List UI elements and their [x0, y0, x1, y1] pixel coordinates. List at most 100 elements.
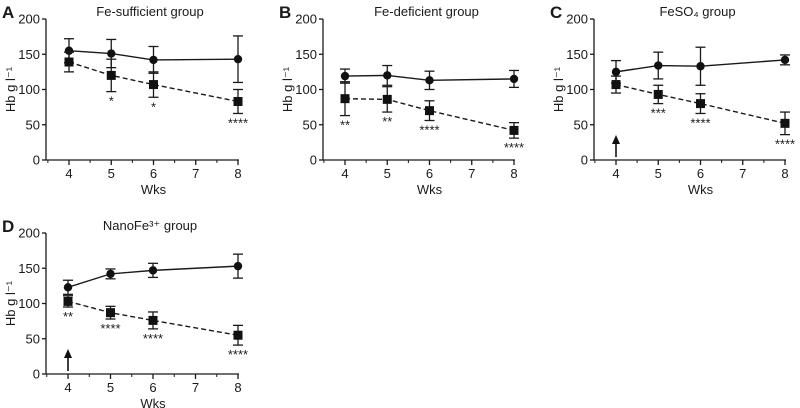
- y-tick-label: 100: [18, 296, 40, 311]
- panel-letter: B: [279, 3, 291, 22]
- y-tick-label: 100: [295, 82, 317, 97]
- y-tick-label: 200: [18, 226, 40, 241]
- y-tick-label: 150: [18, 47, 40, 62]
- data-point-square: [611, 80, 621, 90]
- data-point-square: [382, 94, 392, 104]
- y-tick-label: 150: [18, 261, 40, 276]
- x-tick-label: 4: [341, 166, 348, 181]
- y-tick-label: 200: [295, 12, 317, 27]
- panel-c: C FeSO₄ group 0 50 100 150 200 Hb g l⁻¹ 4 5 6 7 8 Wks…: [550, 3, 795, 197]
- y-axis-label: Hb g l⁻¹: [551, 66, 566, 112]
- data-point-circle: [654, 61, 663, 70]
- y-tick-label: 150: [295, 47, 317, 62]
- significance-label: **: [63, 309, 73, 324]
- series-line: [67, 300, 239, 336]
- x-tick-label: 8: [234, 380, 241, 395]
- x-tick-label: 7: [192, 166, 199, 181]
- panel-letter: D: [2, 217, 14, 236]
- data-point-square: [233, 330, 243, 340]
- x-tick-label: 6: [697, 166, 704, 181]
- x-tick-label: 5: [107, 380, 114, 395]
- panel-title: Fe-deficient group: [374, 4, 479, 19]
- y-tick-label: 100: [18, 82, 40, 97]
- data-point-square: [148, 315, 158, 325]
- x-axis-label: Wks: [688, 182, 714, 197]
- series-line: [344, 74, 515, 82]
- y-tick-label: 50: [26, 117, 40, 132]
- y-axis-label: Hb g l⁻¹: [3, 66, 18, 112]
- y-tick-label: 50: [303, 117, 317, 132]
- x-tick-label: 8: [234, 166, 241, 181]
- data-point-circle: [63, 283, 73, 292]
- significance-label: ****: [228, 347, 248, 362]
- series-circle-solid: [611, 46, 790, 86]
- data-point-circle: [780, 55, 790, 65]
- x-tick-label: 5: [384, 166, 391, 181]
- data-point-circle: [64, 46, 74, 55]
- x-tick-label: 5: [655, 166, 662, 181]
- data-point-circle: [509, 74, 519, 84]
- panel-letter: C: [550, 3, 562, 22]
- data-point-square: [780, 118, 790, 128]
- significance-label: **: [382, 114, 392, 129]
- data-point-square: [106, 70, 116, 80]
- series-circle-solid: [340, 64, 519, 91]
- y-axis-label: Hb g l⁻¹: [280, 66, 295, 112]
- x-tick-label: 8: [781, 166, 788, 181]
- data-point-circle: [233, 54, 243, 64]
- significance-label: ****: [775, 137, 795, 152]
- data-point-square: [63, 296, 73, 306]
- y-tick-label: 200: [18, 12, 40, 27]
- data-point-circle: [611, 67, 621, 77]
- data-point-square: [340, 94, 350, 104]
- series-line: [68, 50, 239, 61]
- significance-label: *: [109, 94, 114, 109]
- series-square-dashed: [340, 81, 519, 139]
- arrow-up-icon: [612, 135, 620, 144]
- data-point-circle: [425, 76, 434, 85]
- data-point-circle: [107, 49, 116, 58]
- data-point-circle: [148, 266, 158, 275]
- significance-label: *: [151, 99, 156, 114]
- x-tick-label: 5: [108, 166, 115, 181]
- x-tick-label: 7: [468, 166, 475, 181]
- data-point-circle: [696, 62, 705, 71]
- y-tick-label: 150: [566, 47, 588, 62]
- data-point-square: [106, 308, 115, 318]
- arrow-up-icon: [64, 349, 72, 358]
- y-tick-label: 0: [581, 153, 588, 168]
- panel-a: A Fe-sufficient group 0 50 100 150 200 Hb g l⁻¹…: [2, 3, 248, 197]
- data-point-square: [696, 99, 705, 109]
- series-square-dashed: [63, 295, 243, 346]
- y-tick-label: 0: [33, 153, 40, 168]
- significance-label: **: [340, 118, 350, 133]
- x-tick-label: 6: [150, 166, 157, 181]
- data-point-square: [149, 80, 158, 90]
- panel-d: D NanoFe³⁺ group 0 50 100 150 200 Hb g l⁻¹ 4 5 6 7 8…: [2, 217, 248, 408]
- y-tick-label: 200: [566, 12, 588, 27]
- significance-label: ****: [690, 115, 710, 130]
- data-point-square: [233, 96, 243, 106]
- x-axis-label: Wks: [417, 182, 443, 197]
- x-tick-label: 4: [64, 380, 71, 395]
- x-tick-label: 8: [510, 166, 517, 181]
- x-axis-label: Wks: [141, 182, 167, 197]
- x-tick-label: 4: [612, 166, 619, 181]
- series-line: [68, 61, 239, 103]
- series-circle-solid: [63, 253, 243, 295]
- y-tick-label: 0: [310, 153, 317, 168]
- y-tick-label: 50: [26, 331, 40, 346]
- panel-letter: A: [2, 3, 14, 22]
- significance-label: ****: [504, 140, 524, 155]
- data-point-circle: [106, 269, 115, 279]
- significance-label: ****: [419, 123, 439, 138]
- data-point-circle: [383, 71, 392, 80]
- series-line: [615, 83, 786, 125]
- panel-b: B Fe-deficient group 0 50 100 150 200 Hb g l⁻¹ 4…: [279, 3, 524, 197]
- series-line: [67, 265, 239, 288]
- series-circle-solid: [64, 35, 243, 84]
- x-tick-label: 4: [65, 166, 72, 181]
- x-axis-label: Wks: [140, 396, 166, 408]
- data-point-square: [653, 89, 663, 99]
